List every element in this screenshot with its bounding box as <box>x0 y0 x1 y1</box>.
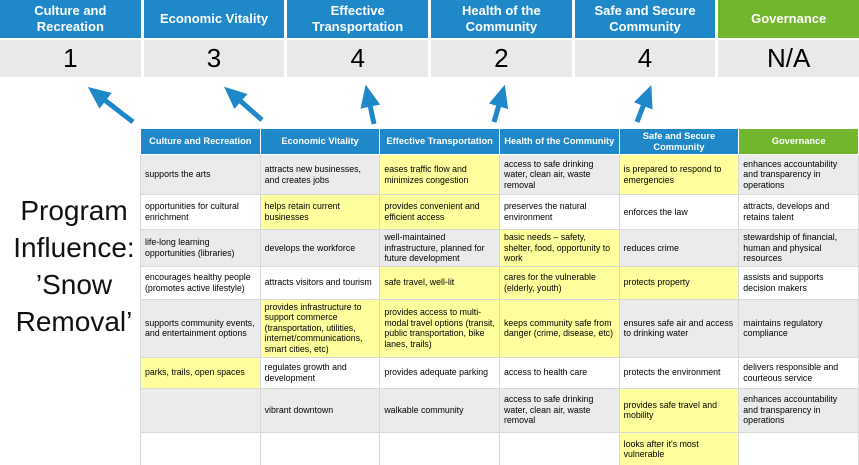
matrix-row: parks, trails, open spaces regulates grow… <box>140 356 859 389</box>
matrix-cell: enforces the law <box>618 194 740 230</box>
matrix-row: encourages healthy people (promotes acti… <box>140 265 859 300</box>
matrix-cell: delivers responsible and courteous servi… <box>738 356 859 389</box>
pillar-header: Culture and Recreation <box>0 0 141 38</box>
matrix-cell: life-long learning opportunities (librar… <box>140 229 261 267</box>
scoreboard-column: Safe and Secure Community 4 <box>574 0 716 77</box>
matrix-cell: provides infrastructure to support comme… <box>259 298 381 358</box>
matrix-column-header: Health of the Community <box>498 128 620 155</box>
matrix-cell: provides adequate parking <box>379 356 500 389</box>
page-title-line: Removal’ <box>15 306 133 337</box>
matrix-column-header: Economic Vitality <box>259 128 381 155</box>
matrix-body: supports the arts attracts new businesses… <box>140 154 859 465</box>
page-title-line: ’Snow <box>35 269 113 300</box>
scoreboard-column: Health of the Community 2 <box>431 0 572 77</box>
page-title-line: Program <box>20 195 128 226</box>
matrix-cell: keeps community safe from danger (crime,… <box>498 298 620 358</box>
matrix-cell: protects the environment <box>618 356 740 389</box>
matrix-cell: access to health care <box>498 356 620 389</box>
matrix-cell: assists and supports decision makers <box>738 265 859 300</box>
pillar-score: 4 <box>574 40 716 77</box>
page-title: Program Influence: ’Snow Removal’ <box>0 192 148 340</box>
matrix-row: supports community events, and entertain… <box>140 298 859 358</box>
pillar-header: Health of the Community <box>431 0 572 38</box>
matrix-cell: maintains regulatory compliance <box>738 298 859 358</box>
matrix-cell: reduces crime <box>618 229 740 267</box>
matrix-cell: helps retain current businesses <box>259 194 381 230</box>
matrix-row: life-long learning opportunities (librar… <box>140 229 859 267</box>
scoreboard-column: Economic Vitality 3 <box>143 0 285 77</box>
influence-matrix: Culture and Recreation Economic Vitality E… <box>140 128 859 465</box>
matrix-cell: provides access to multi-modal travel op… <box>379 298 500 358</box>
matrix-row: supports the arts attracts new businesses… <box>140 154 859 195</box>
matrix-cell: protects property <box>618 265 740 300</box>
matrix-cell: enhances accountability and transparency… <box>738 154 859 195</box>
matrix-cell: vibrant downtown <box>259 387 381 433</box>
pillar-header: Economic Vitality <box>143 0 285 38</box>
pillar-score: N/A <box>718 40 859 77</box>
pillar-score: 3 <box>143 40 285 77</box>
matrix-cell: supports community events, and entertain… <box>140 298 261 358</box>
matrix-cell: parks, trails, open spaces <box>140 356 261 389</box>
matrix-cell: access to safe drinking water, clean air… <box>498 154 620 195</box>
matrix-cell: enhances accountability and transparency… <box>738 387 859 433</box>
matrix-cell: cares for the vulnerable (elderly, youth… <box>498 265 620 300</box>
matrix-cell: encourages healthy people (promotes acti… <box>140 265 261 300</box>
up-arrow-icon <box>633 84 653 123</box>
influence-arrows <box>87 84 653 125</box>
matrix-cell: access to safe drinking water, clean air… <box>498 387 620 433</box>
matrix-cell <box>738 431 859 465</box>
matrix-cell: looks after it's most vulnerable <box>618 431 740 465</box>
matrix-column-header: Safe and Secure Community <box>618 128 740 155</box>
matrix-cell: provides safe travel and mobility <box>618 387 740 433</box>
scoreboard: Culture and Recreation 1 Economic Vitality… <box>0 0 859 77</box>
scoreboard-column: Culture and Recreation 1 <box>0 0 141 77</box>
matrix-cell: provides convenient and efficient access <box>379 194 500 230</box>
matrix-header-row: Culture and Recreation Economic Vitality E… <box>140 128 859 155</box>
matrix-cell <box>140 387 261 433</box>
matrix-cell: safe travel, well-lit <box>379 265 500 300</box>
matrix-cell: basic needs – safety, shelter, food, opp… <box>498 229 620 267</box>
matrix-cell <box>140 431 261 465</box>
page-title-line: Influence: <box>13 232 135 263</box>
pillar-header: Effective Transportation <box>287 0 429 38</box>
matrix-cell: develops the workforce <box>259 229 381 267</box>
matrix-row: looks after it's most vulnerable <box>140 431 859 465</box>
up-arrow-icon <box>360 84 381 125</box>
pillar-header: Safe and Secure Community <box>574 0 716 38</box>
scoreboard-column: Effective Transportation 4 <box>287 0 429 77</box>
matrix-column-header: Effective Transportation <box>379 128 500 155</box>
matrix-cell: stewardship of financial, human and phys… <box>738 229 859 267</box>
matrix-cell: well-maintained infrastructure, planned … <box>379 229 500 267</box>
matrix-cell <box>379 431 500 465</box>
matrix-cell: attracts new businesses, and creates job… <box>259 154 381 195</box>
matrix-cell: preserves the natural environment <box>498 194 620 230</box>
pillar-header: Governance <box>718 0 859 38</box>
matrix-cell: supports the arts <box>140 154 261 195</box>
pillar-score: 2 <box>431 40 572 77</box>
matrix-column-header: Culture and Recreation <box>140 128 261 155</box>
matrix-cell: attracts visitors and tourism <box>259 265 381 300</box>
pillar-score: 1 <box>0 40 141 77</box>
up-arrow-icon <box>488 84 509 123</box>
matrix-cell <box>259 431 381 465</box>
matrix-row: vibrant downtown walkable community access… <box>140 387 859 433</box>
matrix-row: opportunities for cultural enrichment hel… <box>140 194 859 230</box>
matrix-cell <box>498 431 620 465</box>
matrix-cell: regulates growth and development <box>259 356 381 389</box>
up-arrow-icon <box>87 87 135 124</box>
matrix-cell: opportunities for cultural enrichment <box>140 194 261 230</box>
matrix-cell: ensures safe air and access to drinking … <box>618 298 740 358</box>
pillar-score: 4 <box>287 40 429 77</box>
matrix-cell: is prepared to respond to emergencies <box>618 154 740 195</box>
scoreboard-column: Governance N/A <box>718 0 859 77</box>
up-arrow-icon <box>224 86 264 122</box>
matrix-cell: walkable community <box>379 387 500 433</box>
matrix-cell: eases traffic flow and minimizes congest… <box>379 154 500 195</box>
matrix-cell: attracts, develops and retains talent <box>738 194 859 230</box>
matrix-column-header: Governance <box>738 128 859 155</box>
